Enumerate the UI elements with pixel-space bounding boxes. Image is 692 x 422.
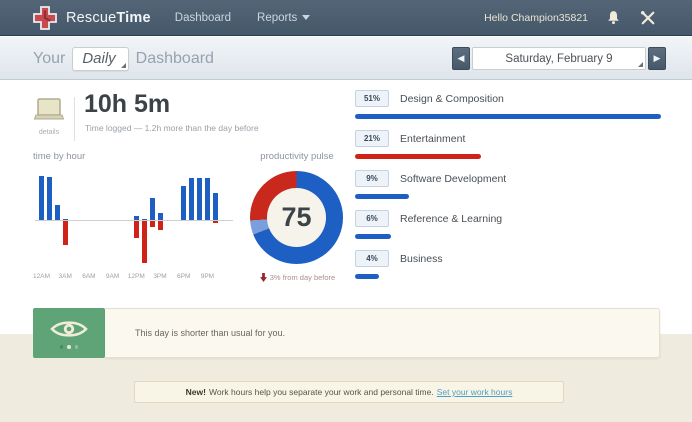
work-hours-banner: New! Work hours help you separate your w… xyxy=(134,381,564,403)
category-bar xyxy=(355,154,481,159)
date-picker: ◀ Saturday, February 9 ▶ xyxy=(452,47,666,70)
notice-message: This day is shorter than usual for you. xyxy=(135,328,286,338)
productive-bar xyxy=(181,185,187,220)
brand-name[interactable]: RescueTime xyxy=(66,9,151,26)
distracting-bar xyxy=(141,221,147,263)
category-percent-badge: 51% xyxy=(355,90,389,107)
x-axis-line xyxy=(35,220,233,221)
nav-item-reports[interactable]: Reports xyxy=(257,12,311,24)
details-button[interactable]: details xyxy=(33,98,65,136)
tools-icon[interactable] xyxy=(638,8,658,28)
productive-bar xyxy=(39,176,44,220)
category-row: 51% Design & Composition xyxy=(355,90,662,122)
productive-bar xyxy=(197,178,202,220)
notice-message-strip: This day is shorter than usual for you. xyxy=(105,308,660,358)
category-row: 6% Reference & Learning xyxy=(355,210,662,242)
productive-bar xyxy=(189,178,195,220)
productive-bar xyxy=(62,218,68,220)
category-percent-badge: 4% xyxy=(355,250,389,267)
category-row: 4% Business xyxy=(355,250,662,282)
nav-links: Dashboard Reports xyxy=(175,12,311,24)
new-badge: New! xyxy=(185,387,206,397)
x-axis-label: 3PM xyxy=(153,273,167,280)
next-day-button[interactable]: ▶ xyxy=(648,47,666,70)
x-axis-label: 12AM xyxy=(33,273,50,280)
dropdown-corner-icon xyxy=(638,62,643,67)
title-suffix: Dashboard xyxy=(135,50,214,67)
x-axis-label: 3AM xyxy=(58,273,72,280)
chevron-down-icon xyxy=(302,15,311,20)
x-axis-label: 9AM xyxy=(105,273,120,280)
x-axis-label: 6PM xyxy=(177,273,191,280)
productive-bar xyxy=(212,192,218,220)
nav-right: Hello Champion35821 xyxy=(484,8,658,28)
details-label: details xyxy=(38,129,60,136)
pulse-change-note: 3% from day before xyxy=(240,273,355,282)
category-label[interactable]: Design & Composition xyxy=(400,93,504,105)
productive-bar xyxy=(141,218,147,220)
distracting-bar xyxy=(157,221,163,230)
category-label[interactable]: Reference & Learning xyxy=(400,213,503,225)
productive-bar xyxy=(46,177,52,220)
navbar: RescueTime Dashboard Reports Hello Champ… xyxy=(0,0,692,36)
date-selector[interactable]: Saturday, February 9 xyxy=(472,47,646,70)
time-by-hour-title: time by hour xyxy=(33,151,86,162)
category-bar xyxy=(355,194,409,199)
category-bar xyxy=(355,234,391,239)
x-axis-label: 12PM xyxy=(127,273,145,280)
productive-bar xyxy=(149,198,155,220)
time-by-hour-chart: 12AM 3AM 6AM 9AM 12PM 3PM 6PM 9PM xyxy=(33,170,233,282)
title-prefix: Your xyxy=(33,50,66,67)
divider xyxy=(74,97,75,141)
category-row: 21% Entertainment xyxy=(355,130,662,162)
productive-bar xyxy=(157,212,163,220)
eye-icon xyxy=(50,321,88,337)
distracting-bar xyxy=(133,221,139,238)
prev-day-button[interactable]: ◀ xyxy=(452,47,470,70)
notice-dots xyxy=(59,345,79,349)
dropdown-corner-icon xyxy=(120,63,126,68)
x-axis-label: 9PM xyxy=(200,273,215,280)
nav-item-dashboard[interactable]: Dashboard xyxy=(174,11,232,24)
pulse-score: 75 xyxy=(267,188,326,247)
set-work-hours-link[interactable]: Set your work hours xyxy=(436,387,513,397)
productive-bar xyxy=(204,178,210,220)
distracting-bar xyxy=(212,221,218,224)
productive-bar xyxy=(133,216,139,220)
productive-bar xyxy=(54,205,60,220)
productivity-pulse-donut: 75 xyxy=(250,171,343,264)
category-percent-badge: 21% xyxy=(355,130,389,147)
laptop-icon xyxy=(33,98,65,120)
category-percent-badge: 9% xyxy=(355,170,389,187)
category-bar xyxy=(355,114,661,119)
user-greeting[interactable]: Hello Champion35821 xyxy=(484,11,588,24)
category-label[interactable]: Entertainment xyxy=(400,133,466,145)
distracting-bar xyxy=(149,221,155,227)
bell-icon[interactable] xyxy=(603,8,623,28)
time-logged-value: 10h 5m xyxy=(84,90,171,118)
down-arrow-icon xyxy=(259,273,267,282)
rescuetime-logo-icon[interactable] xyxy=(32,5,58,31)
banner-message: Work hours help you separate your work a… xyxy=(208,387,434,397)
category-percent-badge: 6% xyxy=(355,210,389,227)
distracting-bar xyxy=(62,221,68,246)
period-selector-dropdown[interactable]: Daily xyxy=(72,47,129,71)
productivity-pulse-title: productivity pulse xyxy=(260,151,334,162)
category-label[interactable]: Business xyxy=(400,253,443,265)
category-label[interactable]: Software Development xyxy=(400,173,507,185)
page-title: Your Daily Dashboard xyxy=(33,47,214,71)
category-row: 9% Software Development xyxy=(355,170,662,202)
subheader: Your Daily Dashboard ◀ Saturday, Februar… xyxy=(0,37,692,80)
x-axis-label: 6AM xyxy=(82,273,96,280)
notice-bar: This day is shorter than usual for you. xyxy=(33,308,660,358)
time-logged-subtitle: Time logged — 1.2h more than the day bef… xyxy=(85,123,259,133)
insight-icon-box xyxy=(33,308,105,358)
category-bar xyxy=(355,274,379,279)
